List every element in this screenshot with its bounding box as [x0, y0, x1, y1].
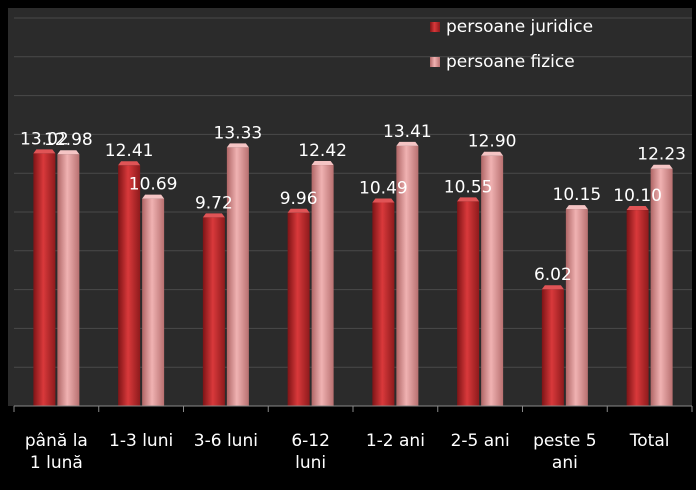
x-axis-ticks [13, 406, 693, 412]
bar-fizice [57, 154, 80, 406]
data-label-juridice: 9.96 [280, 189, 318, 209]
bar-juridice [202, 217, 225, 406]
bar-juridice [541, 289, 564, 406]
bar-juridice [457, 201, 480, 406]
x-tick-label: 1-3 luni [109, 431, 173, 451]
legend-label-fizice: persoane fizice [446, 52, 575, 72]
data-label-fizice: 13.33 [214, 123, 263, 143]
bar-fizice [396, 145, 419, 406]
x-tick-label-line: ani [552, 453, 578, 473]
bar-top-fizice [226, 143, 249, 148]
x-tick-label-line: 3-6 luni [194, 431, 258, 451]
bars [33, 141, 673, 406]
bar-top-fizice [481, 151, 504, 156]
plot-area [8, 8, 692, 406]
data-label-juridice: 13.02 [20, 129, 69, 149]
data-label-juridice: 10.55 [444, 177, 493, 197]
data-label-fizice: 12.23 [637, 145, 686, 165]
data-label-fizice: 10.15 [553, 185, 602, 205]
data-label-fizice: 12.42 [298, 141, 347, 161]
bar-top-juridice [287, 208, 310, 213]
x-tick-label-line: 1-2 ani [366, 431, 425, 451]
bar-top-fizice [142, 194, 165, 199]
data-label-fizice: 12.90 [468, 132, 517, 152]
bar-juridice [372, 202, 395, 406]
x-axis-tick-labels: până la 1 lună 1-3 luni 3-6 luni 6-12 luni 1-2… [25, 431, 670, 473]
data-label-juridice: 12.41 [105, 141, 154, 161]
data-label-juridice: 6.02 [534, 265, 572, 285]
data-label-juridice: 9.72 [195, 193, 233, 213]
bar-juridice [118, 165, 141, 406]
legend-swatch-juridice [430, 22, 440, 32]
bar-juridice [287, 212, 310, 406]
data-label-fizice: 12.98 [44, 130, 93, 150]
x-tick-label-line: 2-5 ani [451, 431, 510, 451]
x-tick-label-line: Total [629, 431, 670, 451]
bar-fizice [311, 165, 334, 406]
bar-top-juridice [118, 161, 141, 166]
x-tick-label: până la 1 lună [25, 431, 88, 473]
x-tick-label-line: 6-12 [291, 431, 330, 451]
x-tick-label-line: luni [295, 453, 326, 473]
bar-top-juridice [202, 213, 225, 218]
x-tick-label: peste 5 ani [533, 431, 596, 473]
bar-top-fizice [396, 141, 419, 146]
bar-top-juridice [33, 149, 56, 154]
bar-fizice [226, 147, 249, 406]
legend-label-juridice: persoane juridice [446, 17, 593, 37]
x-tick-label: 3-6 luni [194, 431, 258, 451]
bar-fizice [142, 198, 165, 406]
legend-swatch-fizice [430, 57, 440, 67]
bar-fizice [565, 209, 588, 406]
legend: persoane juridice persoane fizice [430, 17, 593, 72]
data-label-fizice: 10.69 [129, 175, 178, 195]
bar-juridice [626, 210, 649, 406]
x-tick-label: 2-5 ani [451, 431, 510, 451]
x-tick-label: 6-12 luni [291, 431, 330, 473]
bar-top-fizice [311, 161, 334, 166]
bar-top-juridice [541, 285, 564, 290]
bar-fizice [650, 168, 673, 406]
data-label-fizice: 13.41 [383, 122, 432, 142]
bar-top-fizice [57, 150, 80, 155]
x-tick-label-line: 1 lună [30, 453, 83, 473]
bar-fizice [481, 155, 504, 406]
bar-juridice [33, 153, 56, 406]
x-tick-label: Total [629, 431, 670, 451]
x-tick-label: 1-2 ani [366, 431, 425, 451]
x-tick-label-line: 1-3 luni [109, 431, 173, 451]
x-tick-label-line: peste 5 [533, 431, 596, 451]
bar-top-fizice [565, 205, 588, 210]
data-label-juridice: 10.10 [613, 186, 662, 206]
data-label-juridice: 10.49 [359, 178, 408, 198]
x-tick-label-line: până la [25, 431, 88, 451]
bar-top-juridice [372, 198, 395, 203]
bar-top-fizice [650, 164, 673, 169]
bar-top-juridice [626, 206, 649, 211]
bar-top-juridice [457, 197, 480, 202]
